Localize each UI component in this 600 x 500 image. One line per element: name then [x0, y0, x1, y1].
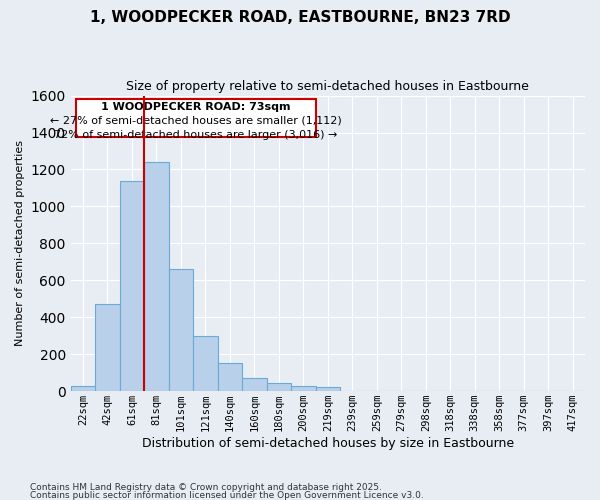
- Text: Contains HM Land Registry data © Crown copyright and database right 2025.: Contains HM Land Registry data © Crown c…: [30, 484, 382, 492]
- Bar: [316, 388, 340, 391]
- Title: Size of property relative to semi-detached houses in Eastbourne: Size of property relative to semi-detach…: [127, 80, 529, 93]
- Text: ← 27% of semi-detached houses are smaller (1,112): ← 27% of semi-detached houses are smalle…: [50, 116, 341, 126]
- Bar: [71, 386, 95, 391]
- Bar: [119, 180, 144, 391]
- X-axis label: Distribution of semi-detached houses by size in Eastbourne: Distribution of semi-detached houses by …: [142, 437, 514, 450]
- Text: 72% of semi-detached houses are larger (3,016) →: 72% of semi-detached houses are larger (…: [54, 130, 337, 140]
- Bar: [193, 336, 218, 391]
- Bar: [95, 304, 119, 391]
- Bar: [218, 364, 242, 391]
- Text: 1, WOODPECKER ROAD, EASTBOURNE, BN23 7RD: 1, WOODPECKER ROAD, EASTBOURNE, BN23 7RD: [89, 10, 511, 25]
- Bar: [266, 383, 291, 391]
- Bar: [291, 386, 316, 391]
- FancyBboxPatch shape: [76, 100, 316, 137]
- Text: Contains public sector information licensed under the Open Government Licence v3: Contains public sector information licen…: [30, 491, 424, 500]
- Bar: [169, 269, 193, 391]
- Text: 1 WOODPECKER ROAD: 73sqm: 1 WOODPECKER ROAD: 73sqm: [101, 102, 290, 112]
- Y-axis label: Number of semi-detached properties: Number of semi-detached properties: [15, 140, 25, 346]
- Bar: [242, 378, 266, 391]
- Bar: [144, 162, 169, 391]
